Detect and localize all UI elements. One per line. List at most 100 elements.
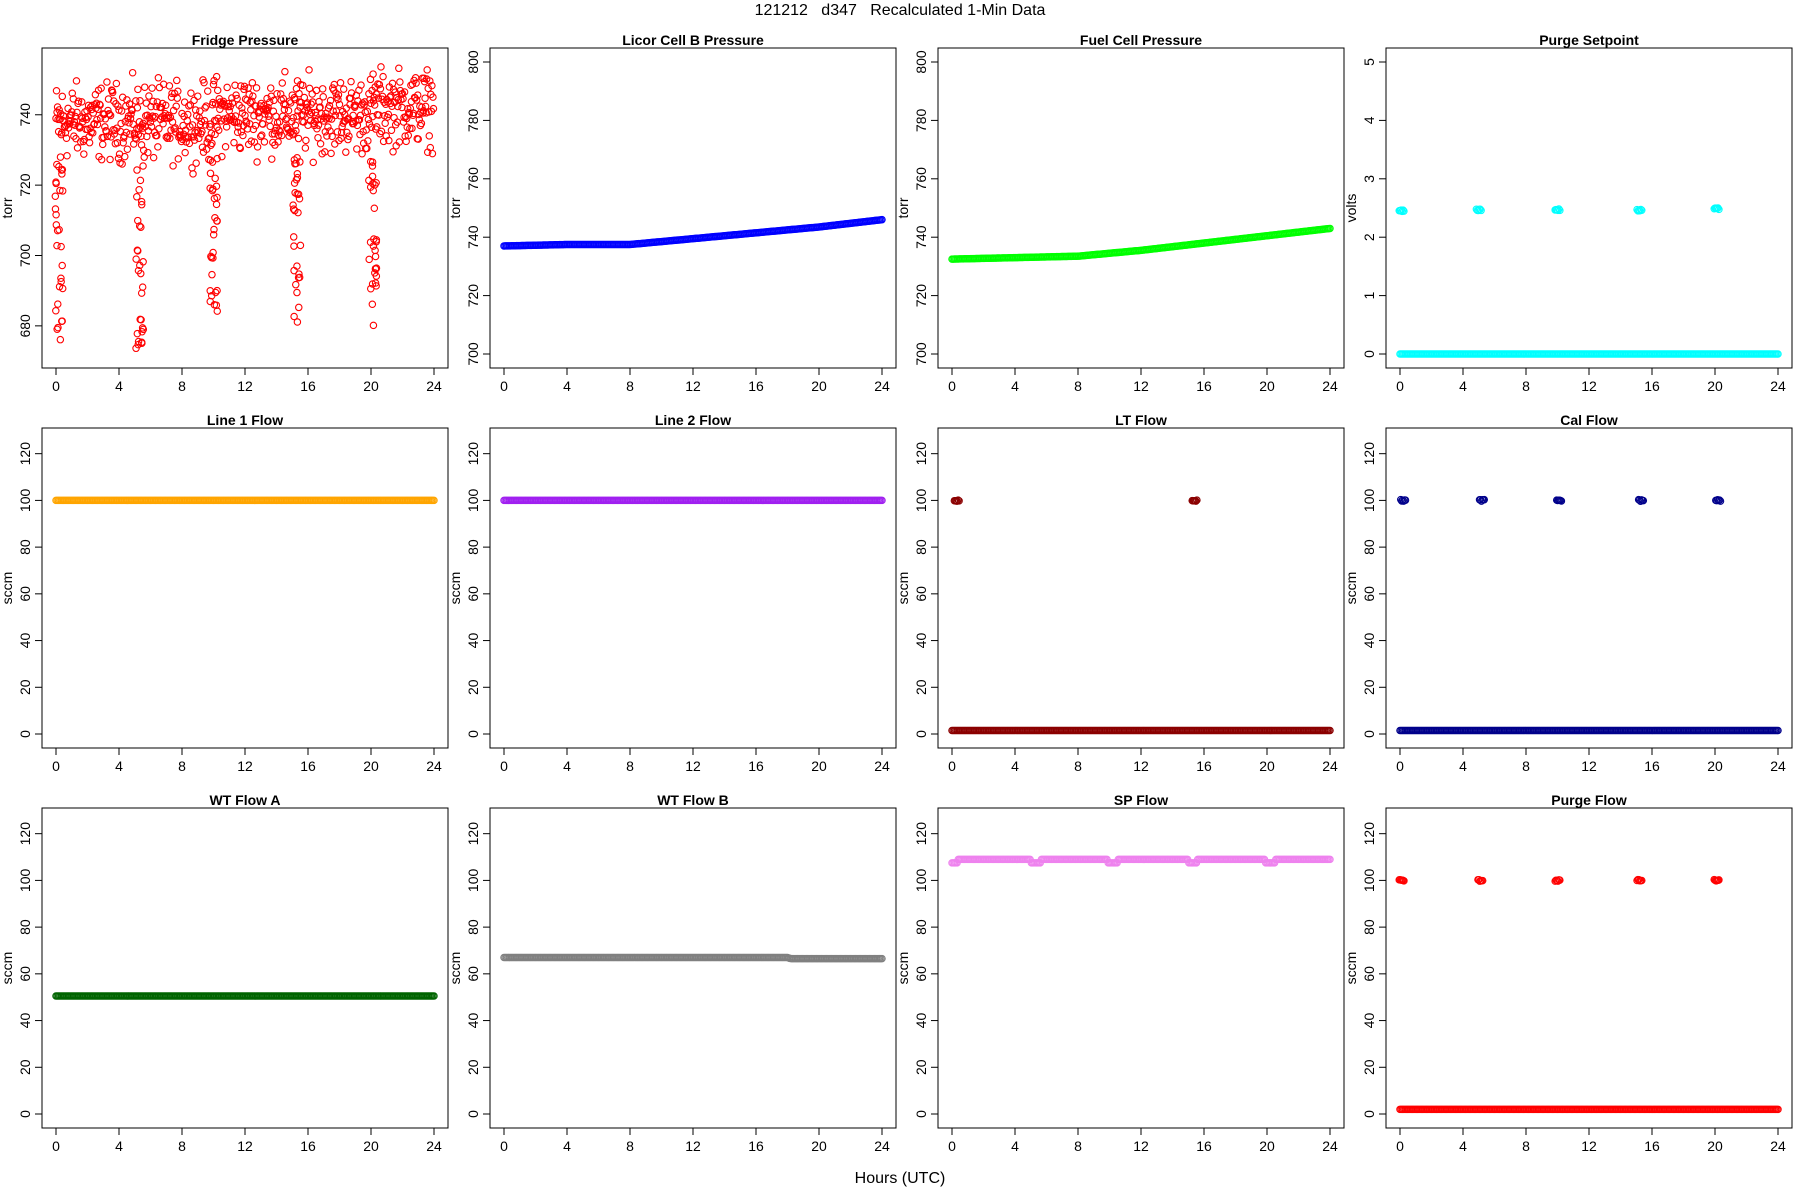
- data-point: [58, 187, 67, 195]
- data-point: [294, 134, 303, 143]
- data-point: [372, 236, 381, 244]
- data-point: [114, 102, 122, 110]
- data-point: [195, 134, 203, 143]
- y-tick-label: 780: [913, 109, 929, 133]
- y-tick-label: 720: [17, 173, 33, 197]
- data-point: [1401, 496, 1410, 504]
- data-point: [145, 92, 153, 100]
- data-point: [208, 186, 217, 195]
- y-tick-label: 5: [1361, 58, 1377, 66]
- data-points: [1396, 495, 1782, 735]
- data-point: [166, 113, 175, 122]
- data-point: [312, 86, 321, 95]
- data-point: [371, 252, 380, 261]
- data-point: [417, 119, 426, 128]
- plot-frame: [41, 427, 449, 749]
- data-point: [284, 106, 293, 115]
- data-point: [108, 88, 117, 97]
- data-point: [85, 138, 94, 147]
- data-point: [138, 327, 146, 336]
- y-tick-label: 700: [913, 342, 929, 366]
- y-tick-label: 20: [1361, 679, 1377, 695]
- data-point: [207, 292, 216, 300]
- data-point: [293, 153, 301, 162]
- y-axis-label: sccm: [0, 572, 15, 605]
- data-point: [1480, 495, 1489, 504]
- chart-title: Purge Setpoint: [1539, 32, 1639, 48]
- data-point: [136, 97, 144, 105]
- data-point: [154, 143, 162, 151]
- data-point: [157, 103, 166, 112]
- data-point: [289, 113, 298, 122]
- chart-title: SP Flow: [1114, 792, 1168, 808]
- data-point: [1555, 205, 1563, 213]
- data-point: [1477, 206, 1485, 215]
- data-point: [213, 217, 221, 225]
- data-point: [371, 269, 379, 277]
- y-tick-label: 40: [17, 633, 33, 649]
- data-point: [243, 125, 252, 133]
- x-tick-label: 16: [748, 378, 764, 394]
- data-point: [313, 124, 321, 133]
- y-tick-label: 740: [465, 225, 481, 249]
- data-point: [1472, 205, 1481, 213]
- data-point: [76, 138, 85, 146]
- y-tick-label: 100: [913, 489, 929, 513]
- x-tick-label: 12: [1581, 378, 1597, 394]
- data-point: [373, 123, 381, 131]
- data-point: [140, 153, 148, 161]
- data-point: [239, 131, 247, 140]
- data-point: [370, 101, 379, 109]
- data-point: [248, 79, 257, 87]
- data-point: [212, 72, 221, 81]
- data-point: [368, 300, 377, 309]
- x-tick-label: 4: [1459, 758, 1467, 774]
- data-point: [222, 123, 231, 131]
- y-tick-label: 80: [17, 539, 33, 555]
- data-point: [293, 173, 302, 182]
- data-point: [134, 216, 142, 225]
- data-point: [212, 301, 221, 309]
- x-tick-label: 20: [1259, 1138, 1275, 1154]
- y-tick-label: 80: [913, 539, 929, 555]
- data-point: [290, 266, 298, 275]
- data-point: [316, 140, 325, 148]
- data-point: [1556, 206, 1564, 215]
- data-point: [369, 321, 378, 330]
- data-point: [337, 134, 345, 142]
- data-point: [70, 118, 79, 126]
- data-point: [334, 91, 343, 99]
- data-point: [430, 496, 438, 505]
- data-point: [58, 92, 67, 101]
- data-point: [294, 274, 303, 282]
- data-point: [1774, 726, 1782, 735]
- data-point: [207, 253, 216, 262]
- data-point: [134, 247, 142, 255]
- y-tick-label: 80: [1361, 539, 1377, 555]
- data-point: [331, 140, 339, 148]
- data-point: [201, 121, 210, 129]
- data-point: [137, 269, 145, 278]
- data-point: [209, 248, 217, 257]
- data-point: [118, 160, 126, 168]
- y-tick-label: 60: [465, 586, 481, 602]
- x-tick-label: 4: [115, 1138, 123, 1154]
- data-point: [58, 317, 66, 325]
- data-point: [336, 78, 345, 87]
- x-tick-label: 12: [1581, 1138, 1597, 1154]
- x-tick-label: 12: [237, 1138, 253, 1154]
- data-point: [231, 81, 239, 89]
- data-point: [153, 131, 161, 140]
- y-tick-label: 60: [465, 966, 481, 982]
- data-point: [954, 496, 962, 504]
- data-point: [409, 109, 418, 118]
- y-tick-label: 40: [17, 1013, 33, 1029]
- x-tick-label: 12: [1581, 758, 1597, 774]
- data-point: [270, 96, 278, 105]
- y-tick-label: 680: [17, 314, 33, 338]
- data-point: [53, 108, 61, 116]
- data-point: [126, 130, 134, 138]
- data-point: [148, 112, 157, 120]
